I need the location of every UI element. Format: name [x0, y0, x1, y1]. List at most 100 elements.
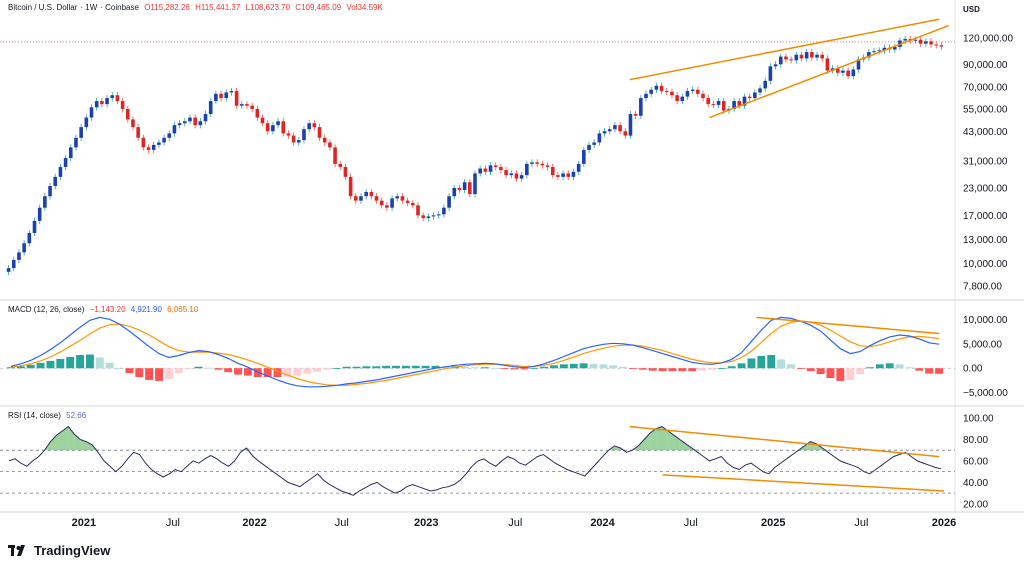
macd-histogram-bar	[293, 368, 302, 376]
macd-histogram-bar	[174, 368, 183, 374]
candle	[447, 196, 451, 208]
candle	[939, 45, 944, 47]
rsi-overbought-fill	[662, 426, 668, 451]
rsi-overbought-fill	[656, 426, 663, 451]
candle	[297, 140, 301, 143]
candle	[312, 123, 317, 128]
candle	[778, 56, 783, 65]
macd-histogram-bar	[856, 368, 865, 375]
candle	[561, 173, 565, 177]
candle	[670, 91, 674, 96]
macd-histogram-bar	[638, 368, 647, 370]
candle	[462, 182, 467, 190]
rsi-title[interactable]: RSI (14, close)	[8, 411, 61, 420]
candle	[100, 101, 104, 105]
candle	[390, 198, 394, 208]
candle	[322, 137, 327, 143]
macd-histogram-bar	[461, 366, 470, 369]
candle	[877, 50, 882, 52]
interval-label[interactable]: 1W	[85, 3, 98, 12]
rsi-tick-label: 80.00	[963, 435, 988, 446]
candle	[514, 173, 519, 179]
candle	[540, 163, 545, 166]
price-header: Bitcoin / U.S. Dollar · 1W · Coinbase O115…	[8, 3, 383, 12]
candle	[841, 70, 845, 73]
symbol-name[interactable]: Bitcoin / U.S. Dollar	[8, 3, 78, 12]
currency-label: USD	[963, 5, 980, 14]
candle	[784, 56, 788, 60]
candle	[737, 101, 742, 106]
candle	[343, 166, 348, 177]
candle	[690, 89, 695, 92]
macd-histogram-bar	[875, 364, 884, 369]
candle	[426, 216, 431, 219]
macd-hist-value: −1,143.20	[89, 305, 126, 314]
candle	[68, 147, 73, 159]
macd-histogram-bar	[777, 359, 786, 369]
candle	[208, 101, 213, 115]
macd-histogram-bar	[747, 358, 756, 369]
time-axis-label: Jul	[684, 517, 698, 529]
candle	[250, 105, 254, 109]
macd-histogram-bar	[105, 362, 114, 369]
candle	[79, 127, 83, 138]
candle	[457, 187, 462, 190]
macd-title[interactable]: MACD (12, 26, close)	[8, 305, 85, 314]
candle	[328, 142, 332, 148]
time-axis-label: Jul	[854, 517, 868, 529]
candle	[924, 41, 928, 44]
macd-histogram-bar	[322, 368, 331, 370]
macd-histogram-bar	[135, 368, 144, 378]
macd-histogram-bar	[26, 364, 35, 369]
price-tick-label: 23,000.00	[963, 183, 1008, 194]
candle	[597, 133, 602, 143]
macd-histogram-bar	[520, 368, 529, 370]
volume-value: Vol34.59K	[346, 3, 383, 12]
rsi-upper-trendline	[629, 425, 940, 458]
candle	[649, 89, 653, 94]
macd-histogram-bar	[648, 368, 657, 371]
candle	[747, 96, 752, 99]
time-axis-label: 2023	[414, 517, 438, 529]
macd-histogram-bar	[530, 367, 539, 369]
candle	[260, 117, 265, 124]
macd-histogram-bar	[155, 368, 163, 381]
candle	[892, 46, 897, 50]
macd-histogram-bar	[490, 367, 499, 369]
candle	[203, 114, 208, 122]
candle	[338, 163, 343, 167]
candle	[291, 135, 296, 143]
rsi-header: RSI (14, close) 52.66	[8, 411, 89, 420]
macd-histogram-bar	[283, 368, 292, 377]
candle	[317, 127, 322, 138]
rsi-overbought-fill	[638, 439, 645, 451]
candle	[582, 149, 586, 164]
candle	[255, 108, 260, 118]
tradingview-logo[interactable]: TradingView	[8, 543, 110, 558]
macd-histogram-bar	[214, 368, 223, 370]
candle	[742, 96, 747, 106]
candle	[177, 123, 182, 126]
price-tick-label: 70,000.00	[963, 83, 1008, 94]
macd-histogram-bar	[401, 365, 410, 369]
candle	[504, 170, 508, 176]
candle	[131, 119, 135, 128]
macd-histogram-bar	[846, 368, 855, 380]
candle	[359, 196, 363, 201]
macd-histogram-bar	[865, 367, 874, 369]
macd-histogram-bar	[609, 365, 618, 369]
candle	[753, 92, 757, 99]
macd-histogram-bar	[796, 368, 805, 370]
rsi-tick-label: 20.00	[963, 499, 988, 510]
candle	[820, 54, 825, 59]
macd-tick-label: 10,000.00	[963, 315, 1008, 326]
price-tick-label: 120,000.00	[963, 34, 1013, 45]
candle	[411, 202, 415, 206]
candle	[696, 89, 700, 94]
candle	[234, 91, 239, 106]
candle	[395, 196, 400, 199]
macd-histogram-bar	[85, 354, 94, 369]
candle	[851, 69, 856, 77]
macd-histogram-bar	[540, 366, 549, 369]
